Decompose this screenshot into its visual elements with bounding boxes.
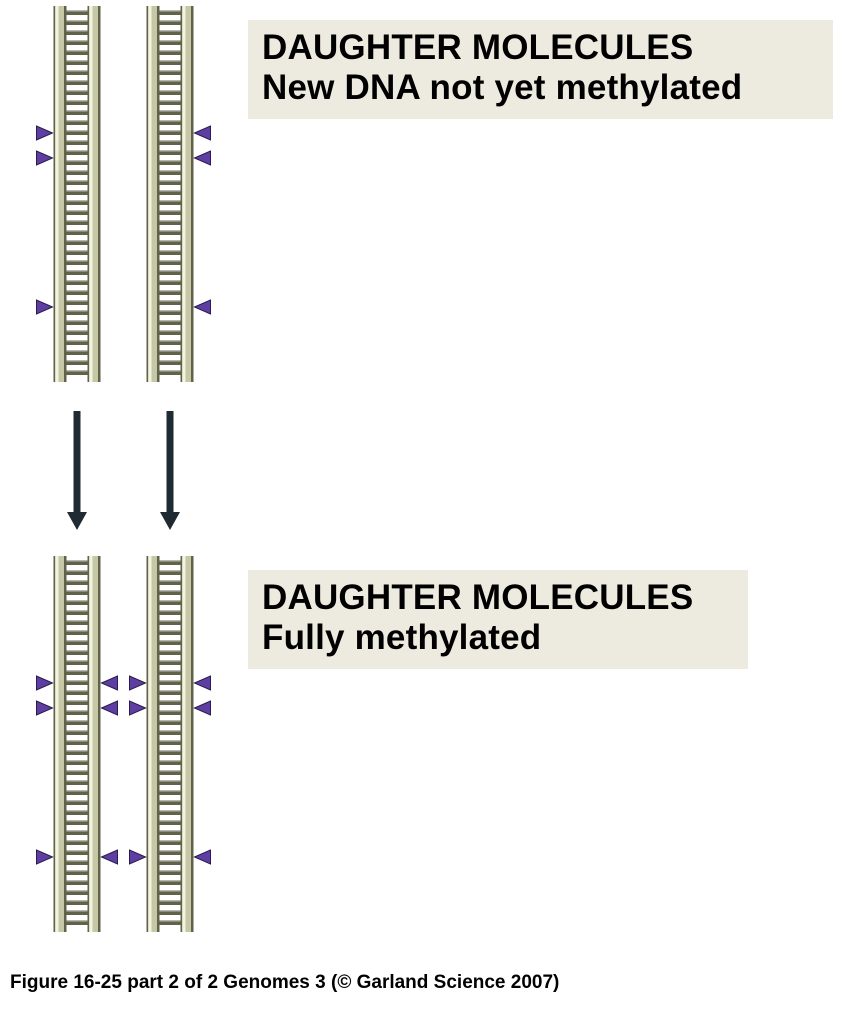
methyl-marker-icon: [195, 126, 211, 140]
methyl-marker-icon: [102, 676, 118, 690]
arrow-shaft: [74, 411, 81, 512]
methyl-marker-icon: [37, 126, 53, 140]
methyl-marker-icon: [130, 701, 146, 715]
label-bottom: DAUGHTER MOLECULES Fully methylated: [248, 570, 748, 669]
methyl-marker-icon: [195, 676, 211, 690]
label-top-line1: DAUGHTER MOLECULES: [262, 28, 819, 68]
methyl-marker-icon: [37, 701, 53, 715]
label-bottom-line1: DAUGHTER MOLECULES: [262, 578, 734, 618]
methyl-marker-icon: [195, 300, 211, 314]
diagram-canvas: [0, 0, 862, 1024]
methyl-marker-icon: [195, 850, 211, 864]
arrow-shaft: [167, 411, 174, 512]
methyl-marker-icon: [195, 701, 211, 715]
figure-caption: Figure 16-25 part 2 of 2 Genomes 3 (© Ga…: [10, 972, 559, 994]
methyl-marker-icon: [37, 676, 53, 690]
methyl-marker-icon: [37, 151, 53, 165]
methyl-marker-icon: [130, 850, 146, 864]
methyl-marker-icon: [130, 676, 146, 690]
methyl-marker-icon: [37, 850, 53, 864]
methyl-marker-icon: [102, 701, 118, 715]
methyl-marker-icon: [195, 151, 211, 165]
label-top: DAUGHTER MOLECULES New DNA not yet methy…: [248, 20, 833, 119]
methyl-marker-icon: [37, 300, 53, 314]
label-bottom-line2: Fully methylated: [262, 618, 734, 658]
methyl-marker-icon: [102, 850, 118, 864]
label-top-line2: New DNA not yet methylated: [262, 68, 819, 108]
arrow-head-icon: [67, 512, 87, 530]
arrow-head-icon: [160, 512, 180, 530]
